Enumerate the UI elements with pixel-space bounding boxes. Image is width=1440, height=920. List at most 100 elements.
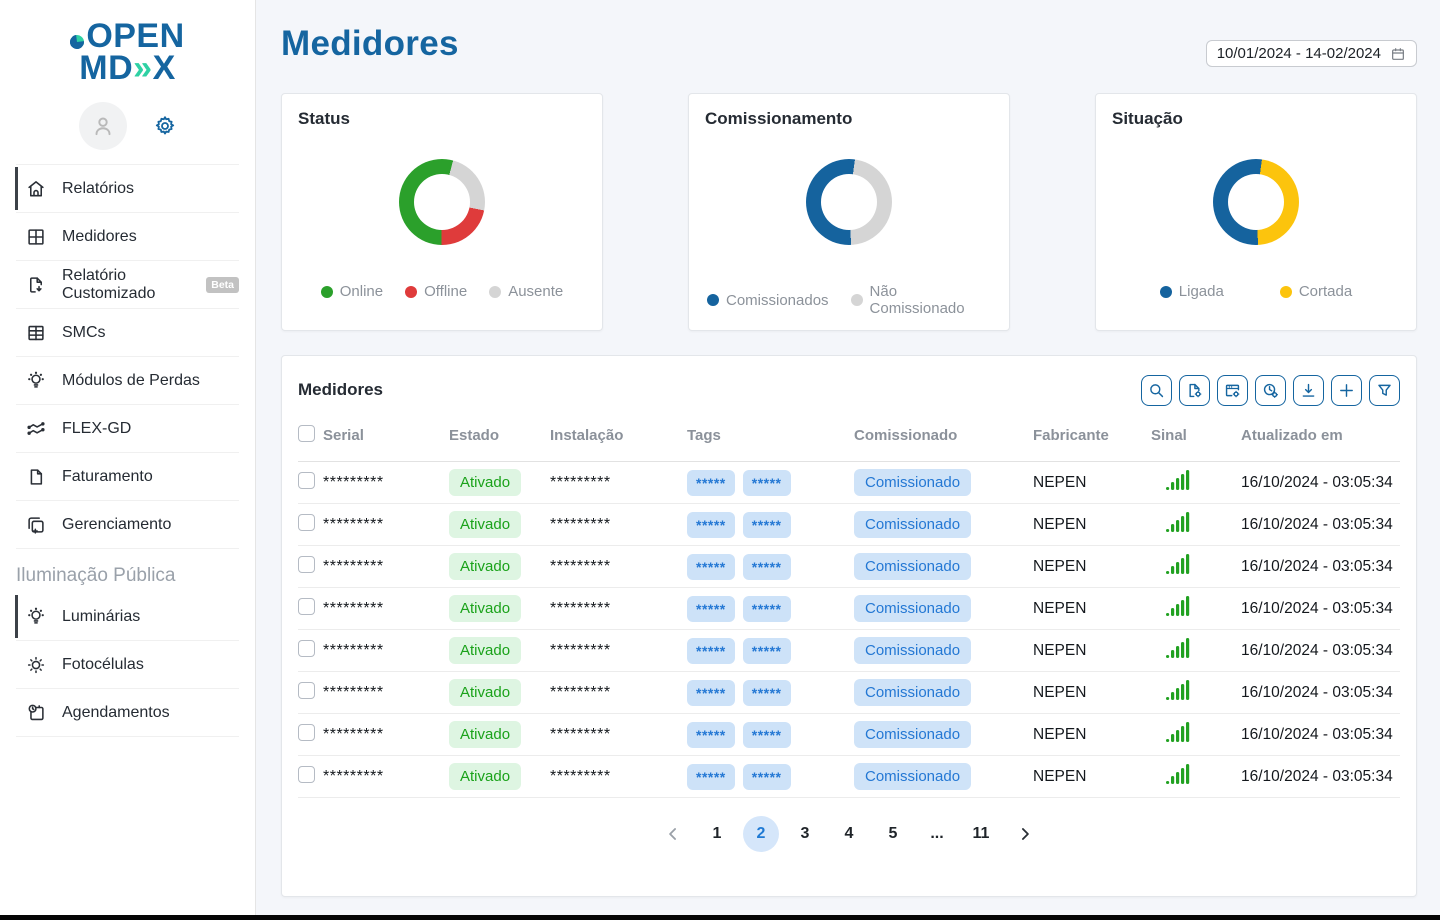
legend-label: Online — [339, 283, 384, 300]
atualizado-em-cell: 16/10/2024 - 03:05:34 — [1241, 641, 1393, 659]
signal-strong-icon — [1166, 722, 1190, 742]
table-row: ********* Ativado ********* ***** ***** C… — [298, 714, 1400, 756]
row-checkbox[interactable] — [298, 597, 315, 615]
tag-chip[interactable]: ***** — [687, 595, 735, 622]
tag-chip[interactable]: ***** — [742, 637, 791, 664]
user-avatar[interactable] — [78, 102, 127, 150]
row-checkbox[interactable] — [298, 765, 315, 783]
sidebar-item-gerenciamento[interactable]: Gerenciamento — [16, 501, 239, 549]
tag-chip[interactable]: ***** — [742, 511, 791, 538]
card-title: Status — [298, 109, 350, 128]
bulb-icon — [28, 371, 44, 388]
tag-chip[interactable]: ***** — [687, 721, 735, 748]
export-archive-button[interactable] — [1217, 374, 1248, 406]
instalacao-cell: ********* — [550, 515, 611, 533]
estado-badge: Ativado — [449, 469, 522, 496]
fabricante-cell: NEPEN — [1033, 683, 1087, 701]
sidebar-item-relatorio-customizado[interactable]: Relatório Customizado Beta — [16, 261, 239, 309]
fabricante-cell: NEPEN — [1033, 599, 1087, 617]
calendar-clock-icon — [28, 704, 44, 720]
sidebar-item-smcs[interactable]: SMCs — [16, 309, 239, 357]
pagination-pages: 1 2 3 4 5... 11 — [699, 816, 999, 852]
atualizado-em-cell: 16/10/2024 - 03:05:34 — [1241, 599, 1393, 617]
row-checkbox[interactable] — [298, 513, 315, 531]
legend-label: Não Comissionado — [869, 283, 965, 317]
settings-button[interactable] — [153, 114, 177, 138]
pagination-next-button[interactable] — [1007, 816, 1043, 852]
sidebar-item-faturamento[interactable]: Faturamento — [16, 453, 239, 501]
sidebar-item-medidores[interactable]: Medidores — [16, 213, 239, 261]
tag-chip[interactable]: ***** — [742, 679, 791, 706]
table-row: ********* Ativado ********* ***** ***** C… — [298, 588, 1400, 630]
pagination-page-2[interactable]: 2 — [743, 816, 779, 852]
filter-button[interactable] — [1369, 374, 1400, 406]
sidebar-item-flex-gd[interactable]: FLEX-GD — [16, 405, 239, 453]
sidebar-item-luminarias[interactable]: Luminárias — [15, 593, 239, 641]
legend-item[interactable]: Ligada — [1159, 283, 1224, 300]
tag-chip[interactable]: ***** — [687, 679, 735, 706]
history-settings-icon — [1263, 383, 1279, 398]
tag-chip[interactable]: ***** — [687, 469, 735, 496]
person-icon — [95, 117, 110, 136]
legend-item[interactable]: Ausente — [489, 283, 563, 300]
pagination-page-11[interactable]: 11 — [963, 816, 999, 852]
comissionado-badge: Comissionado — [854, 763, 972, 790]
legend-item[interactable]: Cortada — [1279, 283, 1352, 300]
serial-cell: ********* — [323, 767, 384, 785]
sinal-cell — [1151, 469, 1241, 496]
export-history-button[interactable] — [1255, 374, 1286, 406]
tags-cell: ***** ***** — [687, 595, 854, 622]
sidebar-item-relatorios[interactable]: Relatórios — [15, 165, 239, 213]
status-donut-chart — [399, 159, 485, 245]
medidores-table-card: Medidores — [281, 355, 1417, 897]
sidebar-item-agendamentos[interactable]: Agendamentos — [16, 689, 239, 737]
tag-chip[interactable]: ***** — [687, 553, 735, 580]
legend-label: Offline — [424, 283, 468, 300]
date-range-value: 10/01/2024 - 14-02/2024 — [1216, 45, 1381, 62]
beta-badge: Beta — [206, 276, 239, 293]
tag-chip[interactable]: ***** — [742, 721, 791, 748]
logo-line2-prefix: MD — [79, 49, 134, 87]
legend-label: Ligada — [1178, 283, 1224, 300]
tag-chip[interactable]: ***** — [687, 637, 735, 664]
column-header-comissionado: Comissionado — [854, 427, 958, 444]
date-range-picker[interactable]: 10/01/2024 - 14-02/2024 — [1205, 40, 1417, 67]
comissionado-badge: Comissionado — [854, 637, 972, 664]
legend-item[interactable]: Online — [320, 283, 384, 300]
tag-chip[interactable]: ***** — [687, 511, 735, 538]
estado-badge: Ativado — [449, 553, 522, 580]
pagination-page-5[interactable]: 5 — [875, 816, 911, 852]
legend-item[interactable]: Offline — [405, 283, 467, 300]
sinal-cell — [1151, 721, 1241, 748]
column-header-estado: Estado — [449, 427, 500, 444]
column-header-tags: Tags — [687, 427, 721, 444]
tag-chip[interactable]: ***** — [742, 763, 791, 790]
row-checkbox[interactable] — [298, 723, 315, 741]
pagination-page-1[interactable]: 1 — [699, 816, 735, 852]
pagination: 1 2 3 4 5... 11 — [298, 816, 1400, 852]
sinal-cell — [1151, 511, 1241, 538]
sidebar-item-fotocelulas[interactable]: Fotocélulas — [16, 641, 239, 689]
row-checkbox[interactable] — [298, 681, 315, 699]
tags-cell: ***** ***** — [687, 637, 854, 664]
pagination-page-3[interactable]: 3 — [787, 816, 823, 852]
row-checkbox[interactable] — [298, 639, 315, 657]
sidebar-item-modulos-de-perdas[interactable]: Módulos de Perdas — [16, 357, 239, 405]
tag-chip[interactable]: ***** — [742, 595, 791, 622]
legend-item[interactable]: Não Comissionado — [850, 283, 991, 317]
column-header-sinal: Sinal — [1151, 427, 1187, 444]
pagination-prev-button[interactable] — [655, 816, 691, 852]
tag-chip[interactable]: ***** — [742, 553, 791, 580]
export-report-button[interactable] — [1179, 374, 1210, 406]
row-checkbox[interactable] — [298, 555, 315, 573]
pagination-page-4[interactable]: 4 — [831, 816, 867, 852]
tag-chip[interactable]: ***** — [687, 763, 735, 790]
select-all-checkbox[interactable] — [298, 425, 315, 442]
row-checkbox[interactable] — [298, 471, 315, 489]
legend-item[interactable]: Comissionados — [707, 292, 829, 309]
legend-label: Ausente — [508, 283, 564, 300]
download-button[interactable] — [1293, 374, 1324, 406]
search-button[interactable] — [1141, 374, 1172, 406]
tag-chip[interactable]: ***** — [742, 469, 791, 496]
add-button[interactable] — [1331, 374, 1362, 406]
